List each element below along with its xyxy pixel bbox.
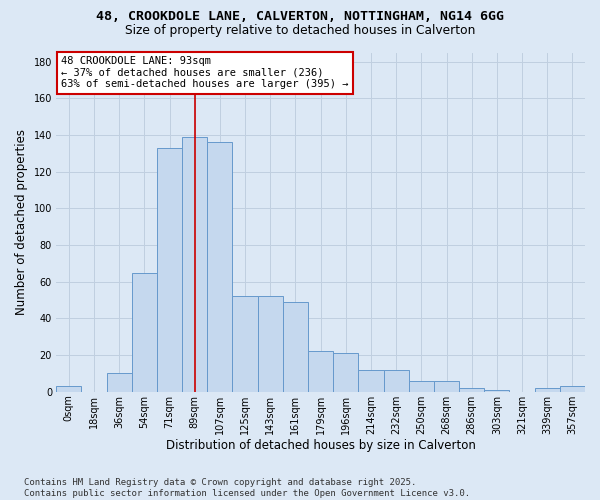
Bar — [560, 386, 585, 392]
Bar — [308, 352, 333, 392]
Bar — [208, 142, 232, 392]
Bar — [232, 296, 257, 392]
Bar — [459, 388, 484, 392]
Bar — [157, 148, 182, 392]
Text: Contains HM Land Registry data © Crown copyright and database right 2025.
Contai: Contains HM Land Registry data © Crown c… — [24, 478, 470, 498]
Bar — [484, 390, 509, 392]
Bar — [409, 381, 434, 392]
Y-axis label: Number of detached properties: Number of detached properties — [15, 129, 28, 315]
Text: Size of property relative to detached houses in Calverton: Size of property relative to detached ho… — [125, 24, 475, 37]
Bar — [56, 386, 82, 392]
Bar — [107, 374, 132, 392]
Bar — [535, 388, 560, 392]
Bar — [333, 354, 358, 392]
Bar — [358, 370, 383, 392]
Bar — [257, 296, 283, 392]
Text: 48 CROOKDOLE LANE: 93sqm
← 37% of detached houses are smaller (236)
63% of semi-: 48 CROOKDOLE LANE: 93sqm ← 37% of detach… — [61, 56, 349, 90]
X-axis label: Distribution of detached houses by size in Calverton: Distribution of detached houses by size … — [166, 440, 476, 452]
Bar — [283, 302, 308, 392]
Bar — [182, 137, 208, 392]
Bar — [434, 381, 459, 392]
Bar — [383, 370, 409, 392]
Text: 48, CROOKDOLE LANE, CALVERTON, NOTTINGHAM, NG14 6GG: 48, CROOKDOLE LANE, CALVERTON, NOTTINGHA… — [96, 10, 504, 23]
Bar — [132, 272, 157, 392]
